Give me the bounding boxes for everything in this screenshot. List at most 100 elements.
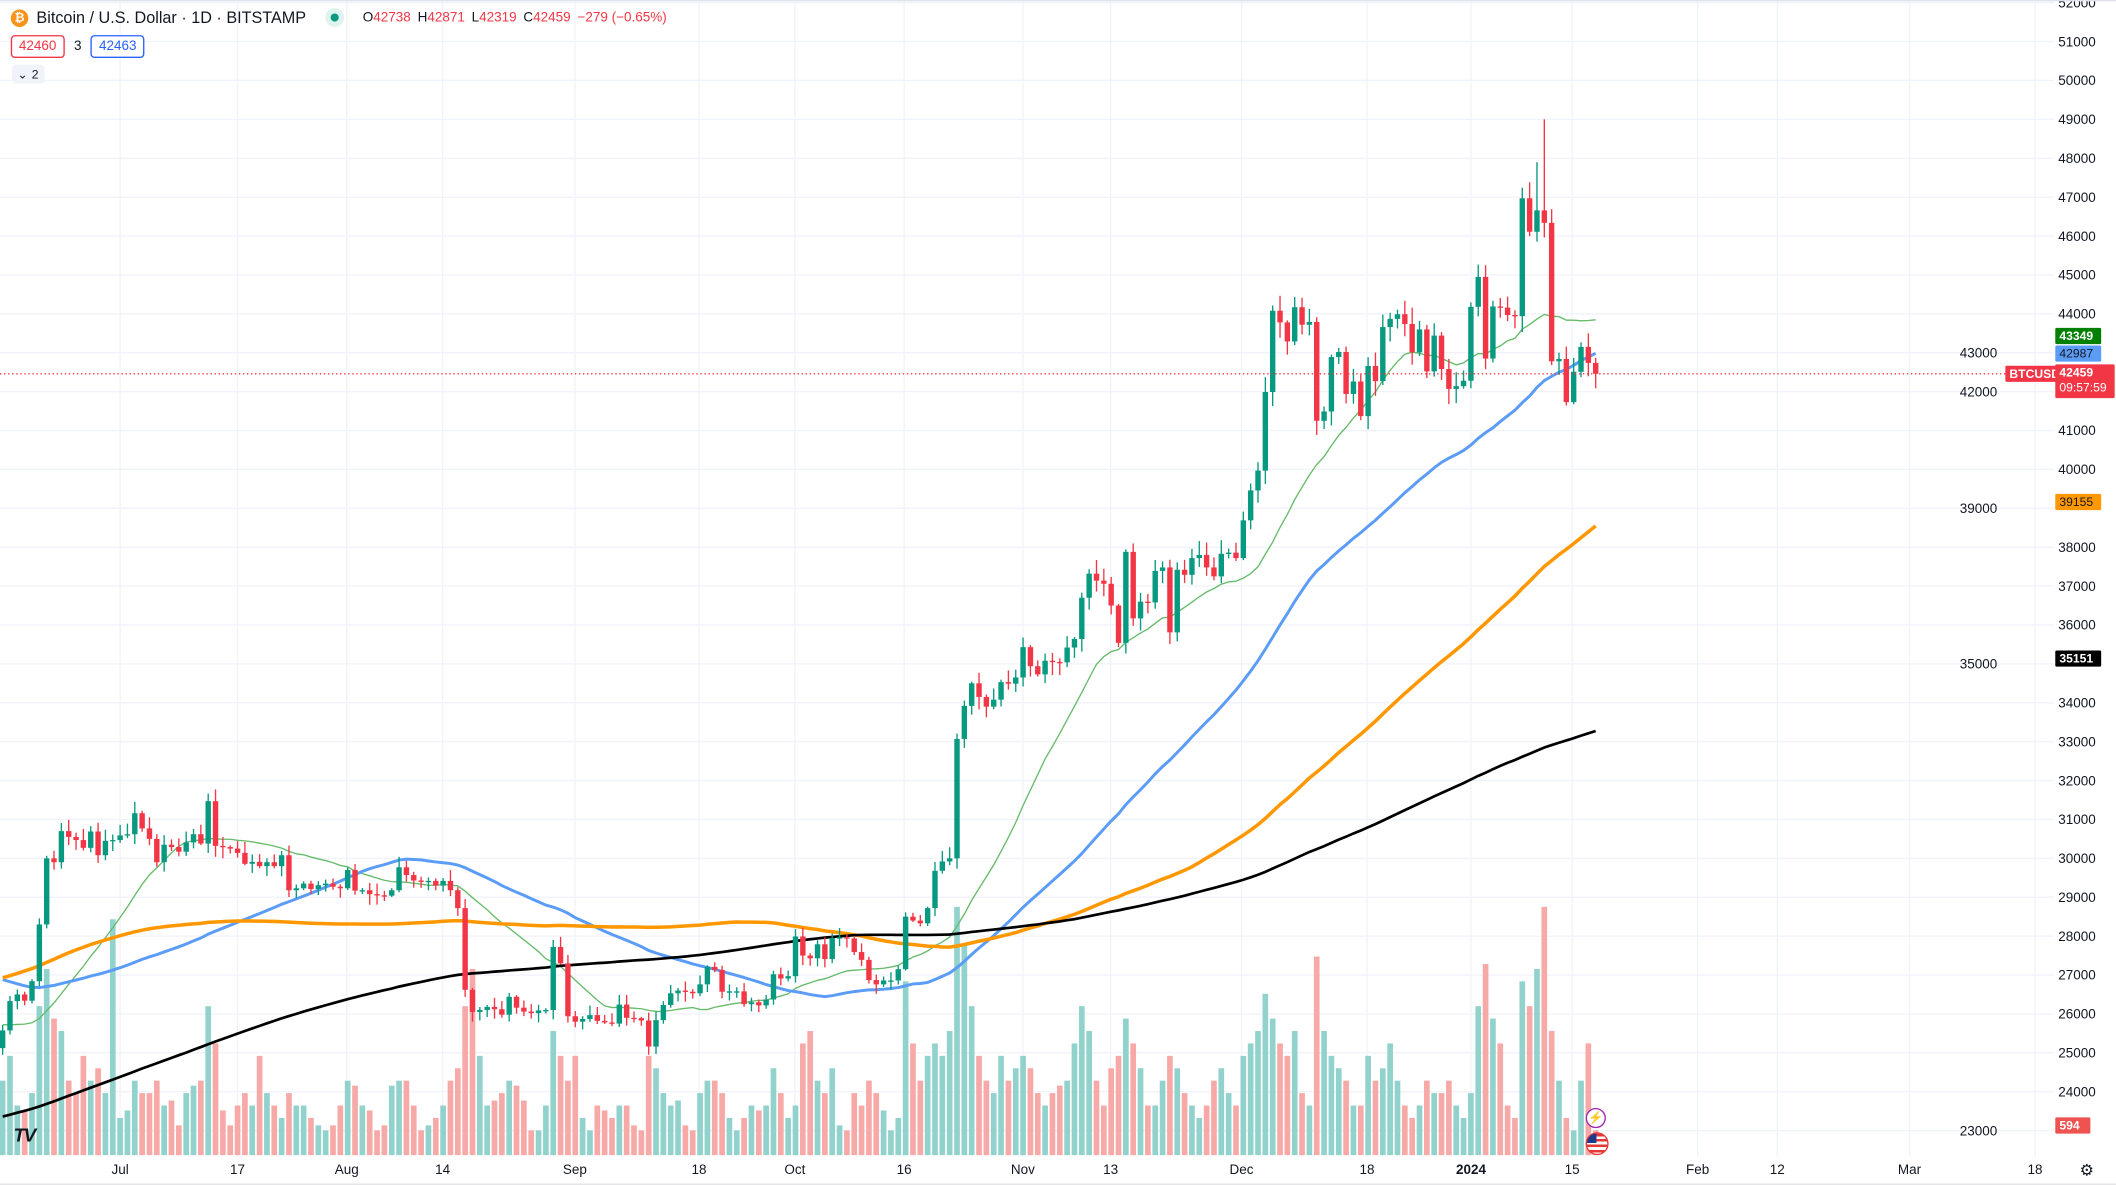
candle-body [154, 838, 160, 863]
volume-bar [711, 1080, 718, 1156]
volume-bar [807, 1031, 814, 1156]
volume-bar [1108, 1068, 1115, 1156]
candle-body [21, 994, 28, 1001]
candle-body [337, 886, 344, 889]
candle-body [7, 1001, 13, 1031]
symbol-title[interactable]: Bitcoin / U.S. Dollar · 1D · BITSTAMP [36, 8, 307, 27]
volume-bar [1152, 1105, 1159, 1156]
candle-body [1578, 346, 1584, 372]
volume-bar [675, 1100, 681, 1156]
volume-bar [1189, 1105, 1195, 1156]
y-tick-label: 28000 [2058, 929, 2096, 944]
trade-buttons: 42460 3 42463 [10, 35, 145, 59]
candle-body [264, 862, 270, 867]
volume-bar [1490, 1018, 1496, 1156]
y-tick-label: 32000 [2058, 773, 2096, 788]
volume-bar [990, 1093, 997, 1156]
candle-body [300, 883, 307, 889]
y-tick-label: 23000 [1960, 1123, 1998, 1138]
candle-body [88, 831, 94, 848]
volume-bar [866, 1080, 872, 1156]
candle-body [374, 894, 380, 896]
volume-bar [484, 1105, 491, 1156]
volume-bar [87, 1080, 94, 1156]
volume-bar [1313, 956, 1320, 1156]
y-tick-label: 49000 [2058, 112, 2096, 127]
volume-bar [829, 1068, 836, 1156]
x-tick-label: 2024 [1456, 1162, 1486, 1177]
volume-bar [234, 1105, 241, 1156]
y-tick-label: 46000 [2058, 229, 2096, 244]
volume-bar [689, 1130, 696, 1156]
symbol-legend[interactable]: ₿ Bitcoin / U.S. Dollar · 1D · BITSTAMP … [10, 8, 667, 27]
candle-body [1593, 362, 1599, 374]
x-tick-label: Jul [111, 1162, 128, 1177]
volume-bar [1504, 1105, 1511, 1156]
candle-body [851, 938, 857, 953]
candle-body [1431, 335, 1437, 372]
volume-bar [572, 1055, 579, 1156]
candle-body [1071, 638, 1078, 648]
candle-body [565, 963, 571, 1017]
volume-bar [653, 1068, 659, 1156]
volume-bar [462, 1006, 468, 1156]
candle-body [1402, 314, 1408, 324]
volume-bar [858, 1105, 865, 1156]
candle-body [1372, 365, 1379, 382]
volume-bar [543, 1105, 549, 1156]
candle-body [968, 683, 975, 706]
y-tick-label: 42000 [1960, 384, 1998, 399]
volume-bar [1284, 1055, 1291, 1156]
x-tick-label: 13 [1103, 1162, 1118, 1177]
volume-bar [1211, 1080, 1217, 1156]
volume-bar [161, 1105, 167, 1156]
candle-body [183, 842, 189, 852]
tradingview-logo[interactable]: TV [13, 1124, 36, 1146]
candle-body [1482, 276, 1489, 359]
volume-bar [1299, 1093, 1305, 1156]
candle-body [95, 831, 101, 856]
candle-body [1585, 346, 1592, 363]
settings-gear-icon[interactable]: ⚙ [2079, 1160, 2095, 1180]
volume-bar [264, 1093, 270, 1156]
volume-bar [946, 1031, 953, 1156]
candle-body [704, 966, 711, 985]
volume-bar [278, 1117, 285, 1156]
candle-body [43, 858, 50, 925]
volume-bar [601, 1110, 608, 1156]
candle-body [1020, 647, 1026, 678]
volume-bar [777, 1093, 784, 1156]
candle-body [932, 870, 938, 909]
lightning-event-icon[interactable]: ⚡ [1585, 1107, 1606, 1129]
y-tick-label: 30000 [2058, 851, 2096, 866]
candle-body [858, 952, 865, 960]
candle-body [1013, 677, 1019, 684]
candle-body [1027, 647, 1034, 667]
high-label: H [417, 10, 428, 25]
volume-bar [1468, 1093, 1474, 1156]
buy-button[interactable]: 42463 [90, 35, 145, 59]
volume-bar [0, 1080, 6, 1156]
us-flag-event-icon[interactable] [1585, 1132, 1609, 1156]
candle-body [110, 840, 116, 842]
volume-bar [1446, 1080, 1452, 1156]
candle-body [389, 890, 395, 896]
volume-bar [1453, 1105, 1460, 1156]
candle-body [579, 1018, 586, 1022]
volume-bar [1078, 1006, 1085, 1156]
candle-body [638, 1018, 645, 1021]
sell-button[interactable]: 42460 [10, 35, 65, 59]
y-tick-label: 37000 [2058, 579, 2096, 594]
volume-bar [109, 919, 116, 1156]
volume-bar [917, 1080, 924, 1156]
candle-body [991, 699, 997, 707]
volume-bar [660, 1093, 667, 1156]
indicators-toggle-button[interactable]: ⌄ 2 [12, 64, 44, 84]
volume-bar [1357, 1105, 1364, 1156]
volume-bar [961, 944, 968, 1156]
candle-body [1211, 567, 1217, 577]
candle-body [946, 858, 953, 862]
candle-body [675, 990, 681, 994]
